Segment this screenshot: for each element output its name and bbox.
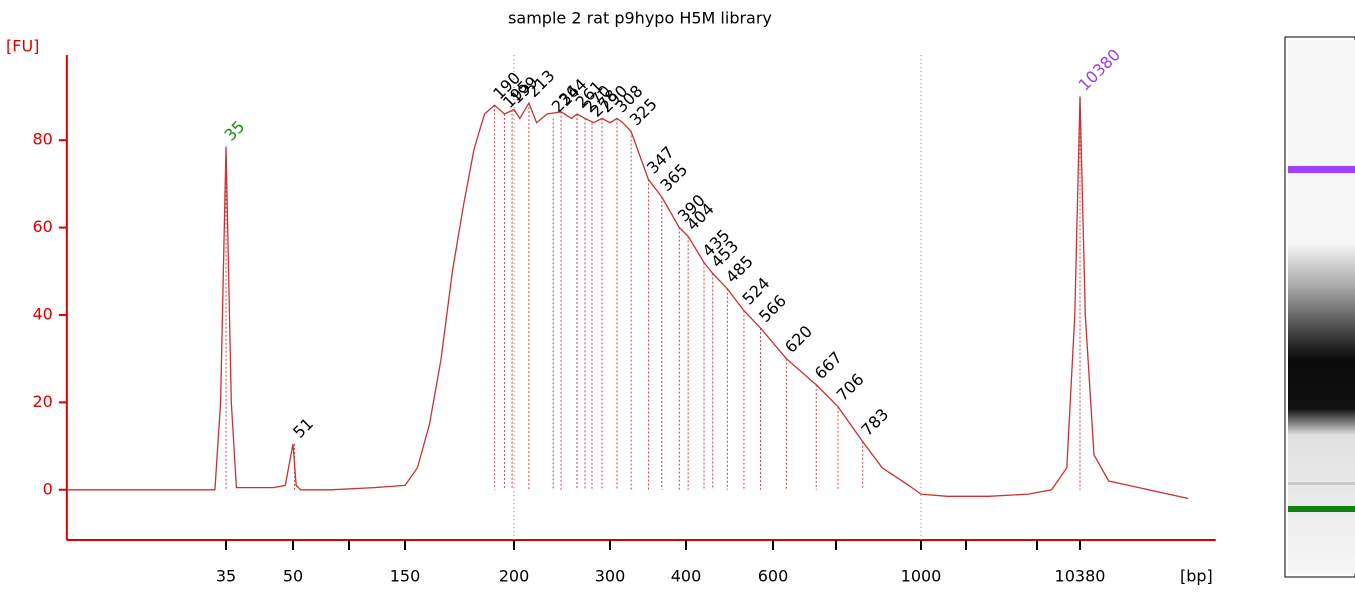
y-tick-label: 40 bbox=[32, 304, 52, 323]
x-tick-label: 150 bbox=[390, 567, 421, 586]
peak-label: 667 bbox=[811, 348, 846, 383]
x-tick-label: 1000 bbox=[901, 567, 942, 586]
y-tick-label: 0 bbox=[43, 479, 53, 498]
x-tick-label: 10380 bbox=[1055, 567, 1106, 586]
x-tick-label: 50 bbox=[283, 567, 303, 586]
peak-label: 10380 bbox=[1075, 45, 1124, 94]
x-axis-label: [bp] bbox=[1180, 567, 1213, 586]
y-axis-label: [FU] bbox=[6, 37, 39, 56]
peak-label: 783 bbox=[857, 405, 892, 440]
peak-label: 706 bbox=[833, 370, 868, 405]
x-tick-label: 200 bbox=[499, 567, 530, 586]
chart-title: sample 2 rat p9hypo H5M library bbox=[508, 9, 772, 28]
trace bbox=[66, 96, 1189, 500]
x-tick-label: 600 bbox=[758, 567, 789, 586]
y-tick-label: 80 bbox=[32, 130, 52, 149]
x-tick-label: 300 bbox=[595, 567, 626, 586]
y-tick-label: 60 bbox=[32, 217, 52, 236]
x-tick-label: 35 bbox=[216, 567, 236, 586]
y-tick-label: 20 bbox=[32, 392, 52, 411]
x-tick-label: 400 bbox=[671, 567, 702, 586]
gel-lane bbox=[1284, 36, 1355, 578]
peak-label: 35 bbox=[221, 117, 249, 145]
peak-label: 620 bbox=[781, 322, 816, 357]
peak-label: 51 bbox=[289, 414, 317, 442]
